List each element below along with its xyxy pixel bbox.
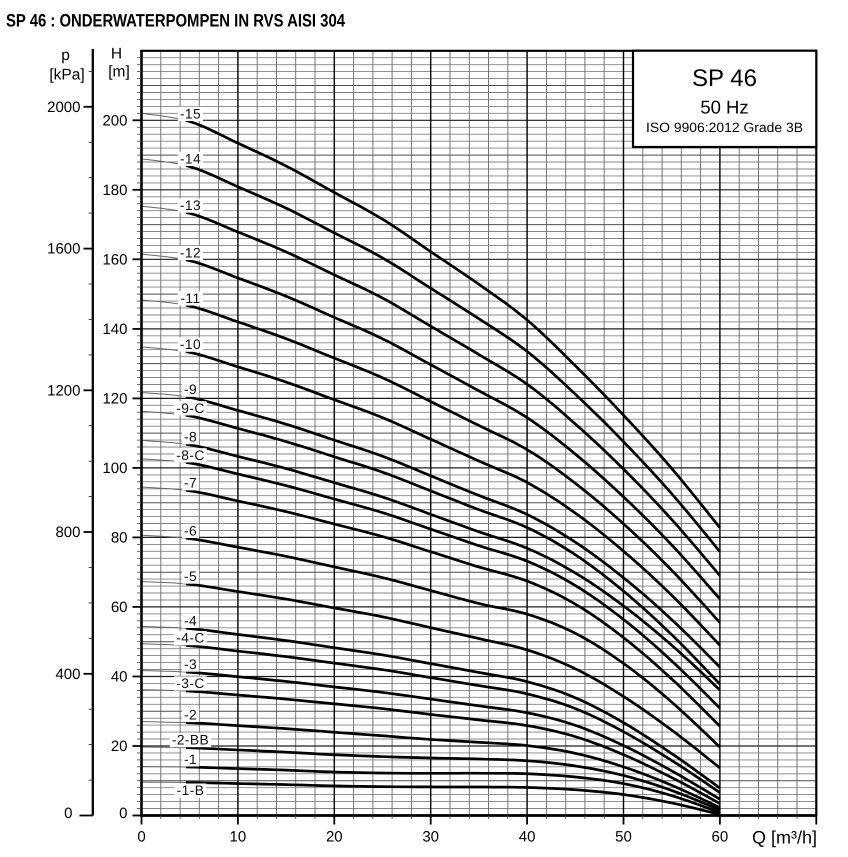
svg-text:-14: -14: [180, 151, 201, 166]
svg-text:20: 20: [326, 829, 343, 846]
svg-text:-8-C: -8-C: [176, 448, 204, 463]
svg-text:0: 0: [119, 805, 127, 822]
svg-text:400: 400: [55, 666, 80, 683]
svg-text:-2: -2: [184, 708, 197, 723]
svg-text:ISO 9906:2012 Grade 3B: ISO 9906:2012 Grade 3B: [646, 120, 803, 135]
svg-text:60: 60: [712, 829, 729, 846]
svg-text:-1-B: -1-B: [177, 783, 205, 798]
svg-text:Q [m³/h]: Q [m³/h]: [752, 828, 817, 848]
svg-text:20: 20: [111, 738, 128, 755]
svg-text:120: 120: [102, 390, 127, 407]
svg-text:40: 40: [111, 669, 128, 686]
svg-text:-5: -5: [184, 569, 197, 584]
svg-text:140: 140: [102, 321, 127, 338]
svg-text:180: 180: [102, 182, 127, 199]
svg-text:100: 100: [102, 460, 127, 477]
svg-text:0: 0: [137, 829, 145, 846]
svg-text:2000: 2000: [47, 99, 80, 116]
svg-text:200: 200: [102, 112, 127, 129]
svg-text:-13: -13: [180, 198, 201, 213]
svg-text:-9: -9: [184, 382, 197, 397]
svg-text:-3-C: -3-C: [176, 676, 204, 691]
svg-text:1200: 1200: [47, 382, 80, 399]
svg-text:50 Hz: 50 Hz: [700, 97, 748, 118]
svg-text:-1: -1: [184, 752, 197, 767]
svg-text:-15: -15: [180, 106, 201, 121]
svg-text:60: 60: [111, 599, 128, 616]
svg-text:SP 46: SP 46: [692, 65, 757, 92]
svg-text:160: 160: [102, 251, 127, 268]
svg-text:-12: -12: [180, 246, 201, 261]
svg-text:p: p: [61, 47, 70, 64]
svg-text:0: 0: [64, 805, 72, 822]
svg-text:-3: -3: [184, 657, 197, 672]
svg-text:-6: -6: [184, 523, 197, 538]
svg-text:-7: -7: [184, 476, 197, 491]
svg-text:-4: -4: [184, 613, 197, 628]
svg-text:1600: 1600: [47, 241, 80, 258]
svg-text:-11: -11: [180, 291, 200, 306]
svg-text:10: 10: [230, 829, 247, 846]
svg-text:800: 800: [55, 524, 80, 541]
svg-text:30: 30: [422, 829, 439, 846]
svg-text:H: H: [111, 46, 122, 63]
svg-text:SP 46 : ONDERWATERPOMPEN IN RV: SP 46 : ONDERWATERPOMPEN IN RVS AISI 304: [6, 11, 345, 31]
svg-text:40: 40: [519, 829, 536, 846]
svg-text:-4-C: -4-C: [176, 631, 204, 646]
svg-text:-2-BB: -2-BB: [172, 733, 209, 748]
svg-text:50: 50: [615, 829, 632, 846]
svg-text:[m]: [m]: [108, 64, 130, 81]
svg-text:-8: -8: [184, 430, 197, 445]
svg-text:-9-C: -9-C: [176, 401, 204, 416]
svg-text:[kPa]: [kPa]: [49, 67, 84, 84]
svg-text:80: 80: [111, 529, 128, 546]
svg-text:-10: -10: [180, 337, 201, 352]
